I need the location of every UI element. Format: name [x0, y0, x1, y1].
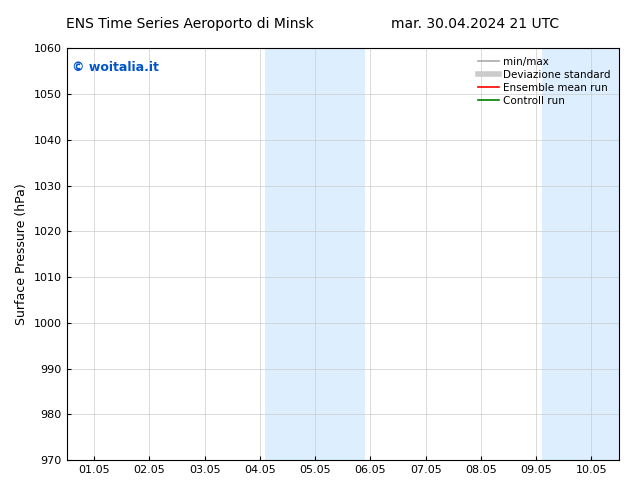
Bar: [315, 49, 365, 460]
Bar: [592, 49, 634, 460]
Title: ENS Time Series Aeroporto di Minsk    mar. 30.04.2024 21 UTC: ENS Time Series Aeroporto di Minsk mar. …: [0, 489, 1, 490]
Legend: min/max, Deviazione standard, Ensemble mean run, Controll run: min/max, Deviazione standard, Ensemble m…: [475, 53, 614, 109]
Text: ENS Time Series Aeroporto di Minsk: ENS Time Series Aeroporto di Minsk: [67, 17, 314, 31]
Text: © woitalia.it: © woitalia.it: [72, 61, 159, 74]
Text: mar. 30.04.2024 21 UTC: mar. 30.04.2024 21 UTC: [391, 17, 560, 31]
Bar: [266, 49, 315, 460]
Y-axis label: Surface Pressure (hPa): Surface Pressure (hPa): [15, 183, 28, 325]
Bar: [541, 49, 592, 460]
